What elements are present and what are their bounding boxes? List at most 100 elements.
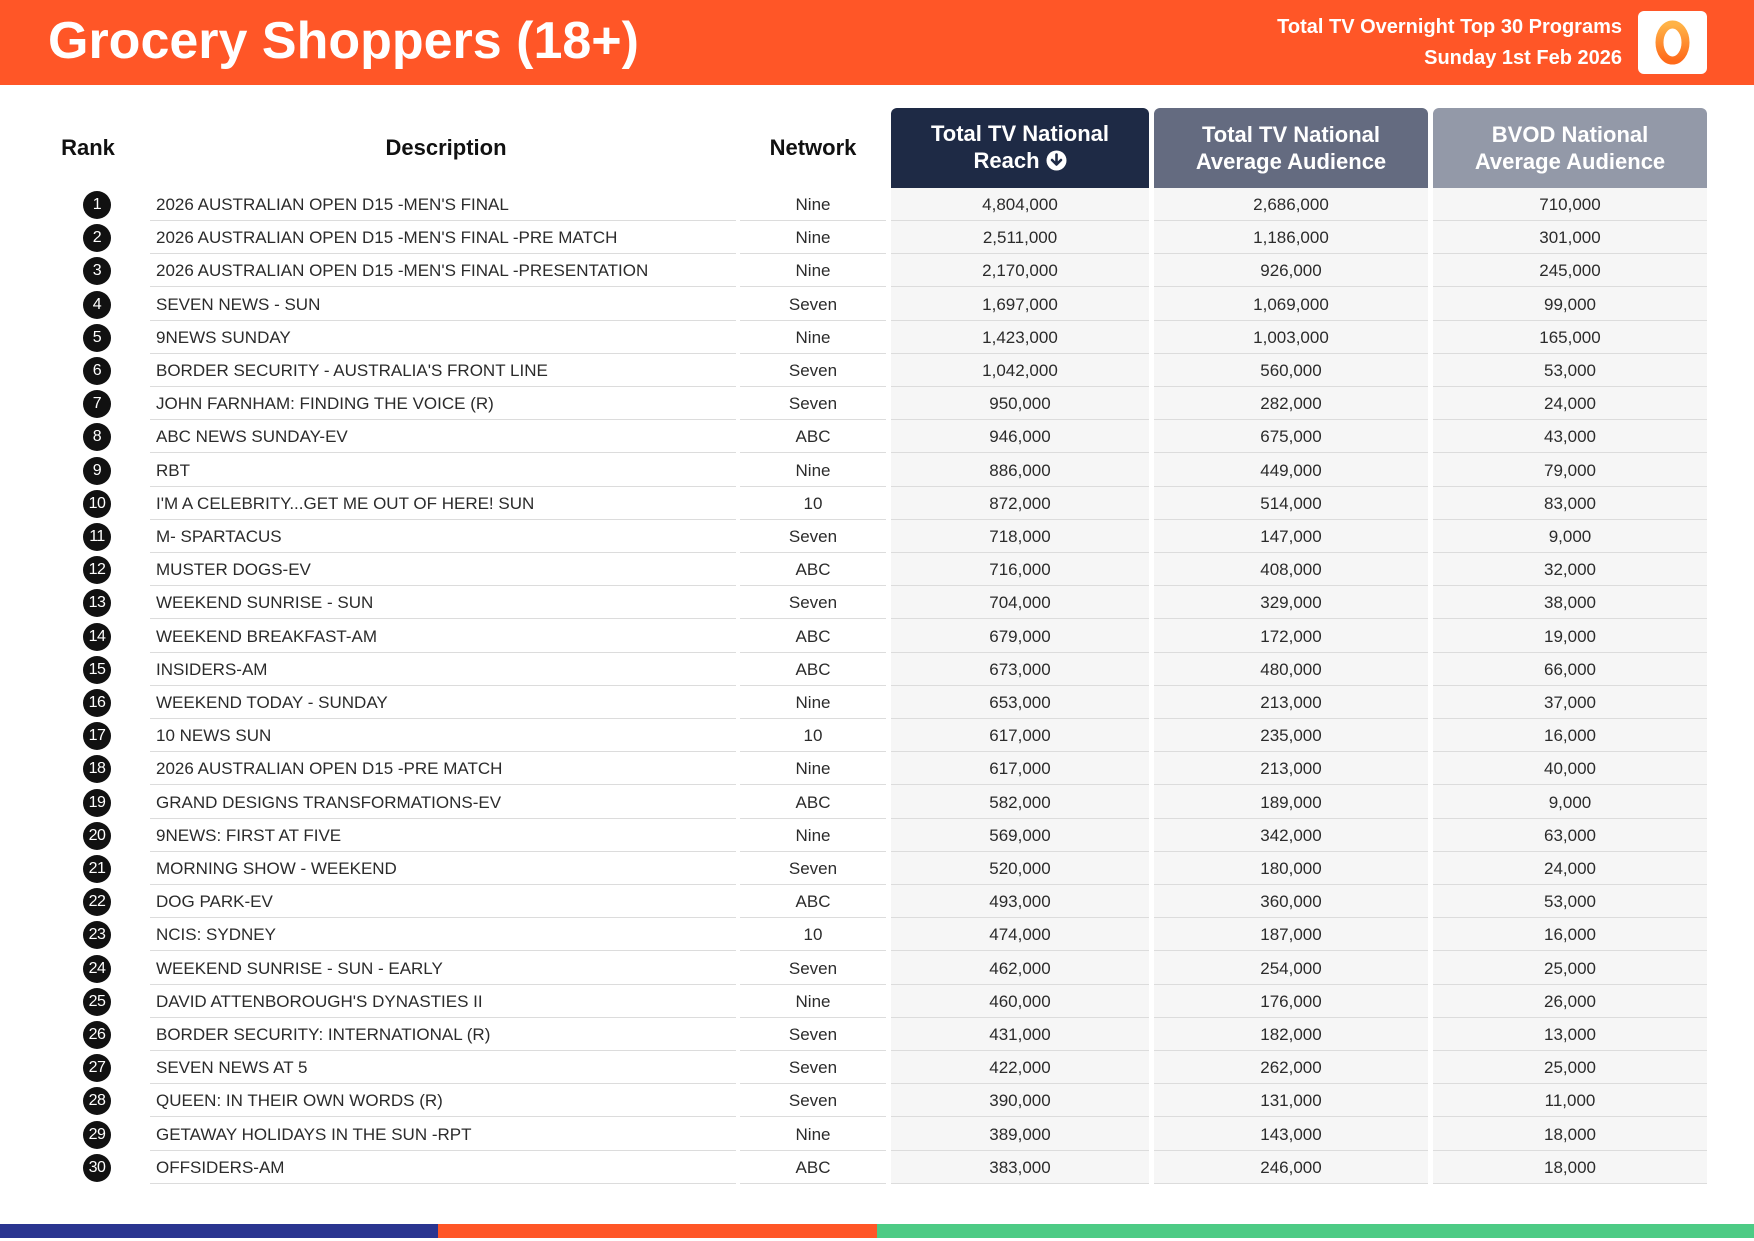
table-row[interactable]: 14 WEEKEND BREAKFAST-AM ABC 679,000 172,000 1… (0, 620, 1754, 653)
table-row[interactable]: 6 BORDER SECURITY - AUSTRALIA'S FRONT LIN… (0, 354, 1754, 387)
table-row[interactable]: 17 10 NEWS SUN 10 617,000 235,000 16,000 (0, 719, 1754, 753)
table-row[interactable]: 3 2026 AUSTRALIAN OPEN D15 -MEN'S FINAL -… (0, 254, 1754, 288)
row-divider (740, 1083, 886, 1085)
bvod-value: 18,000 (1544, 1157, 1596, 1177)
program-network: Nine (795, 991, 831, 1011)
row-divider (1154, 784, 1428, 786)
reach-value: 617,000 (989, 726, 1051, 746)
row-divider (740, 817, 886, 819)
table-row[interactable]: 7 JOHN FARNHAM: FINDING THE VOICE (R) Seve… (0, 387, 1754, 421)
program-network: Seven (788, 394, 838, 414)
row-divider (1154, 518, 1428, 520)
table-row[interactable]: 28 QUEEN: IN THEIR OWN WORDS (R) Seven 390,… (0, 1084, 1754, 1118)
table-row[interactable]: 19 GRAND DESIGNS TRANSFORMATIONS-EV ABC 582… (0, 786, 1754, 819)
row-divider (150, 419, 736, 421)
row-divider (1433, 552, 1707, 553)
program-network: Seven (788, 859, 838, 878)
rank-badge: 28 (83, 1087, 111, 1116)
column-header-reach[interactable]: Total TV National Reach (891, 108, 1149, 188)
row-divider (1154, 884, 1428, 885)
table-row[interactable]: 1 2026 AUSTRALIAN OPEN D15 -MEN'S FINAL Ni… (0, 188, 1754, 221)
bvod-value: 9,000 (1548, 527, 1592, 546)
row-divider (891, 552, 1149, 553)
table-row[interactable]: 18 2026 AUSTRALIAN OPEN D15 -PRE MATCH Nin… (0, 752, 1754, 786)
program-description: 2026 AUSTRALIAN OPEN D15 -MEN'S FINAL (156, 195, 509, 214)
table-row[interactable]: 13 WEEKEND SUNRISE - SUN Seven 704,000 329,0… (0, 586, 1754, 620)
table-row[interactable]: 27 SEVEN NEWS AT 5 Seven 422,000 262,000 25,0… (0, 1051, 1754, 1085)
table-row[interactable]: 9 RBT Nine 886,000 449,000 79,000 (0, 454, 1754, 487)
row-divider (1433, 983, 1707, 985)
row-divider (150, 220, 736, 221)
row-divider (740, 386, 886, 387)
row-divider (1154, 1050, 1428, 1051)
table-row[interactable]: 26 BORDER SECURITY: INTERNATIONAL (R) Seve… (0, 1018, 1754, 1051)
program-description: MORNING SHOW - WEEKEND (156, 859, 397, 878)
table-row[interactable]: 29 GETAWAY HOLIDAYS IN THE SUN -RPT Nine 38… (0, 1118, 1754, 1151)
bvod-value: 16,000 (1544, 726, 1596, 746)
row-divider (1154, 718, 1428, 719)
avg-audience-value: 1,003,000 (1253, 327, 1329, 347)
row-divider (891, 386, 1149, 387)
row-divider (150, 817, 736, 819)
table-row[interactable]: 16 WEEKEND TODAY - SUNDAY Nine 653,000 213,0… (0, 686, 1754, 719)
column-header-network: Network (769, 135, 857, 160)
avg-audience-value: 1,186,000 (1253, 228, 1329, 248)
avg-audience-value: 282,000 (1260, 394, 1322, 414)
program-description: 10 NEWS SUN (156, 726, 272, 746)
row-divider (740, 253, 886, 255)
program-description: SEVEN NEWS - SUN (156, 294, 321, 314)
bvod-header-line1: BVOD National (1491, 122, 1649, 147)
table-row[interactable]: 8 ABC NEWS SUNDAY-EV ABC 946,000 675,000 43,0… (0, 420, 1754, 454)
avg-audience-value: 329,000 (1260, 593, 1322, 613)
bvod-value: 99,000 (1544, 294, 1596, 314)
row-divider (150, 585, 736, 587)
column-header-bvod[interactable]: BVOD National Average Audience (1433, 108, 1707, 188)
row-divider (740, 1149, 886, 1151)
row-divider (1154, 1149, 1428, 1151)
row-divider (740, 286, 886, 288)
row-divider (891, 518, 1149, 520)
table-row[interactable]: 2 2026 AUSTRALIAN OPEN D15 -MEN'S FINAL -… (0, 221, 1754, 255)
table-row[interactable]: 4 SEVEN NEWS - SUN Seven 1,697,000 1,069,000… (0, 288, 1754, 321)
row-divider (740, 884, 886, 885)
footer-bar-green (877, 1224, 1754, 1238)
rank-badge: 11 (83, 523, 111, 551)
row-divider (891, 983, 1149, 985)
report-subtitle-line1: Total TV Overnight Top 30 Programs (1277, 16, 1622, 38)
table-row[interactable]: 24 WEEKEND SUNRISE - SUN - EARLY Seven 462,… (0, 952, 1754, 985)
rank-badge: 7 (83, 390, 111, 419)
program-description: BORDER SECURITY: INTERNATIONAL (R) (156, 1025, 491, 1044)
rank-badge: 4 (83, 290, 111, 319)
reach-value: 582,000 (989, 792, 1051, 812)
program-description: QUEEN: IN THEIR OWN WORDS (R) (156, 1091, 443, 1111)
table-row[interactable]: 20 9NEWS: FIRST AT FIVE Nine 569,000 342,000… (0, 819, 1754, 852)
rank-badge: 23 (83, 921, 111, 950)
avg-audience-value: 560,000 (1260, 361, 1322, 380)
reach-value: 520,000 (989, 859, 1051, 878)
row-divider (1154, 684, 1428, 686)
reach-value: 422,000 (989, 1058, 1051, 1078)
table-row[interactable]: 25 DAVID ATTENBOROUGH'S DYNASTIES II Nine 4… (0, 985, 1754, 1018)
bvod-value: 25,000 (1544, 1058, 1596, 1078)
table-row[interactable]: 12 MUSTER DOGS-EV ABC 716,000 408,000 32,000 (0, 553, 1754, 587)
table-row[interactable]: 15 INSIDERS-AM ABC 673,000 480,000 66,000 (0, 653, 1754, 686)
arrow-down-circle-icon[interactable] (1046, 150, 1067, 177)
bvod-value: 38,000 (1544, 593, 1596, 613)
column-header-avg-audience[interactable]: Total TV National Average Audience (1154, 108, 1428, 188)
row-divider (740, 651, 886, 653)
row-divider (1154, 917, 1428, 919)
table-row[interactable]: 22 DOG PARK-EV ABC 493,000 360,000 53,000 (0, 885, 1754, 919)
table-row[interactable]: 23 NCIS: SYDNEY 10 474,000 187,000 16,000 (0, 918, 1754, 952)
avg-audience-value: 187,000 (1260, 925, 1322, 945)
program-network: 10 (803, 726, 823, 746)
row-divider (150, 352, 736, 354)
reach-header-line1: Total TV National (930, 120, 1110, 146)
table-row[interactable]: 21 MORNING SHOW - WEEKEND Seven 520,000 180,… (0, 852, 1754, 885)
row-divider (891, 1083, 1149, 1085)
bvod-value: 37,000 (1544, 693, 1596, 712)
table-row[interactable]: 30 OFFSIDERS-AM ABC 383,000 246,000 18,000 (0, 1151, 1754, 1184)
reach-value: 462,000 (989, 958, 1051, 978)
table-row[interactable]: 5 9NEWS SUNDAY Nine 1,423,000 1,003,000 165,0… (0, 321, 1754, 354)
table-row[interactable]: 10 I'M A CELEBRITY...GET ME OUT OF HERE! … (0, 487, 1754, 520)
table-row[interactable]: 11 M- SPARTACUS Seven 718,000 147,000 9,000 (0, 520, 1754, 553)
